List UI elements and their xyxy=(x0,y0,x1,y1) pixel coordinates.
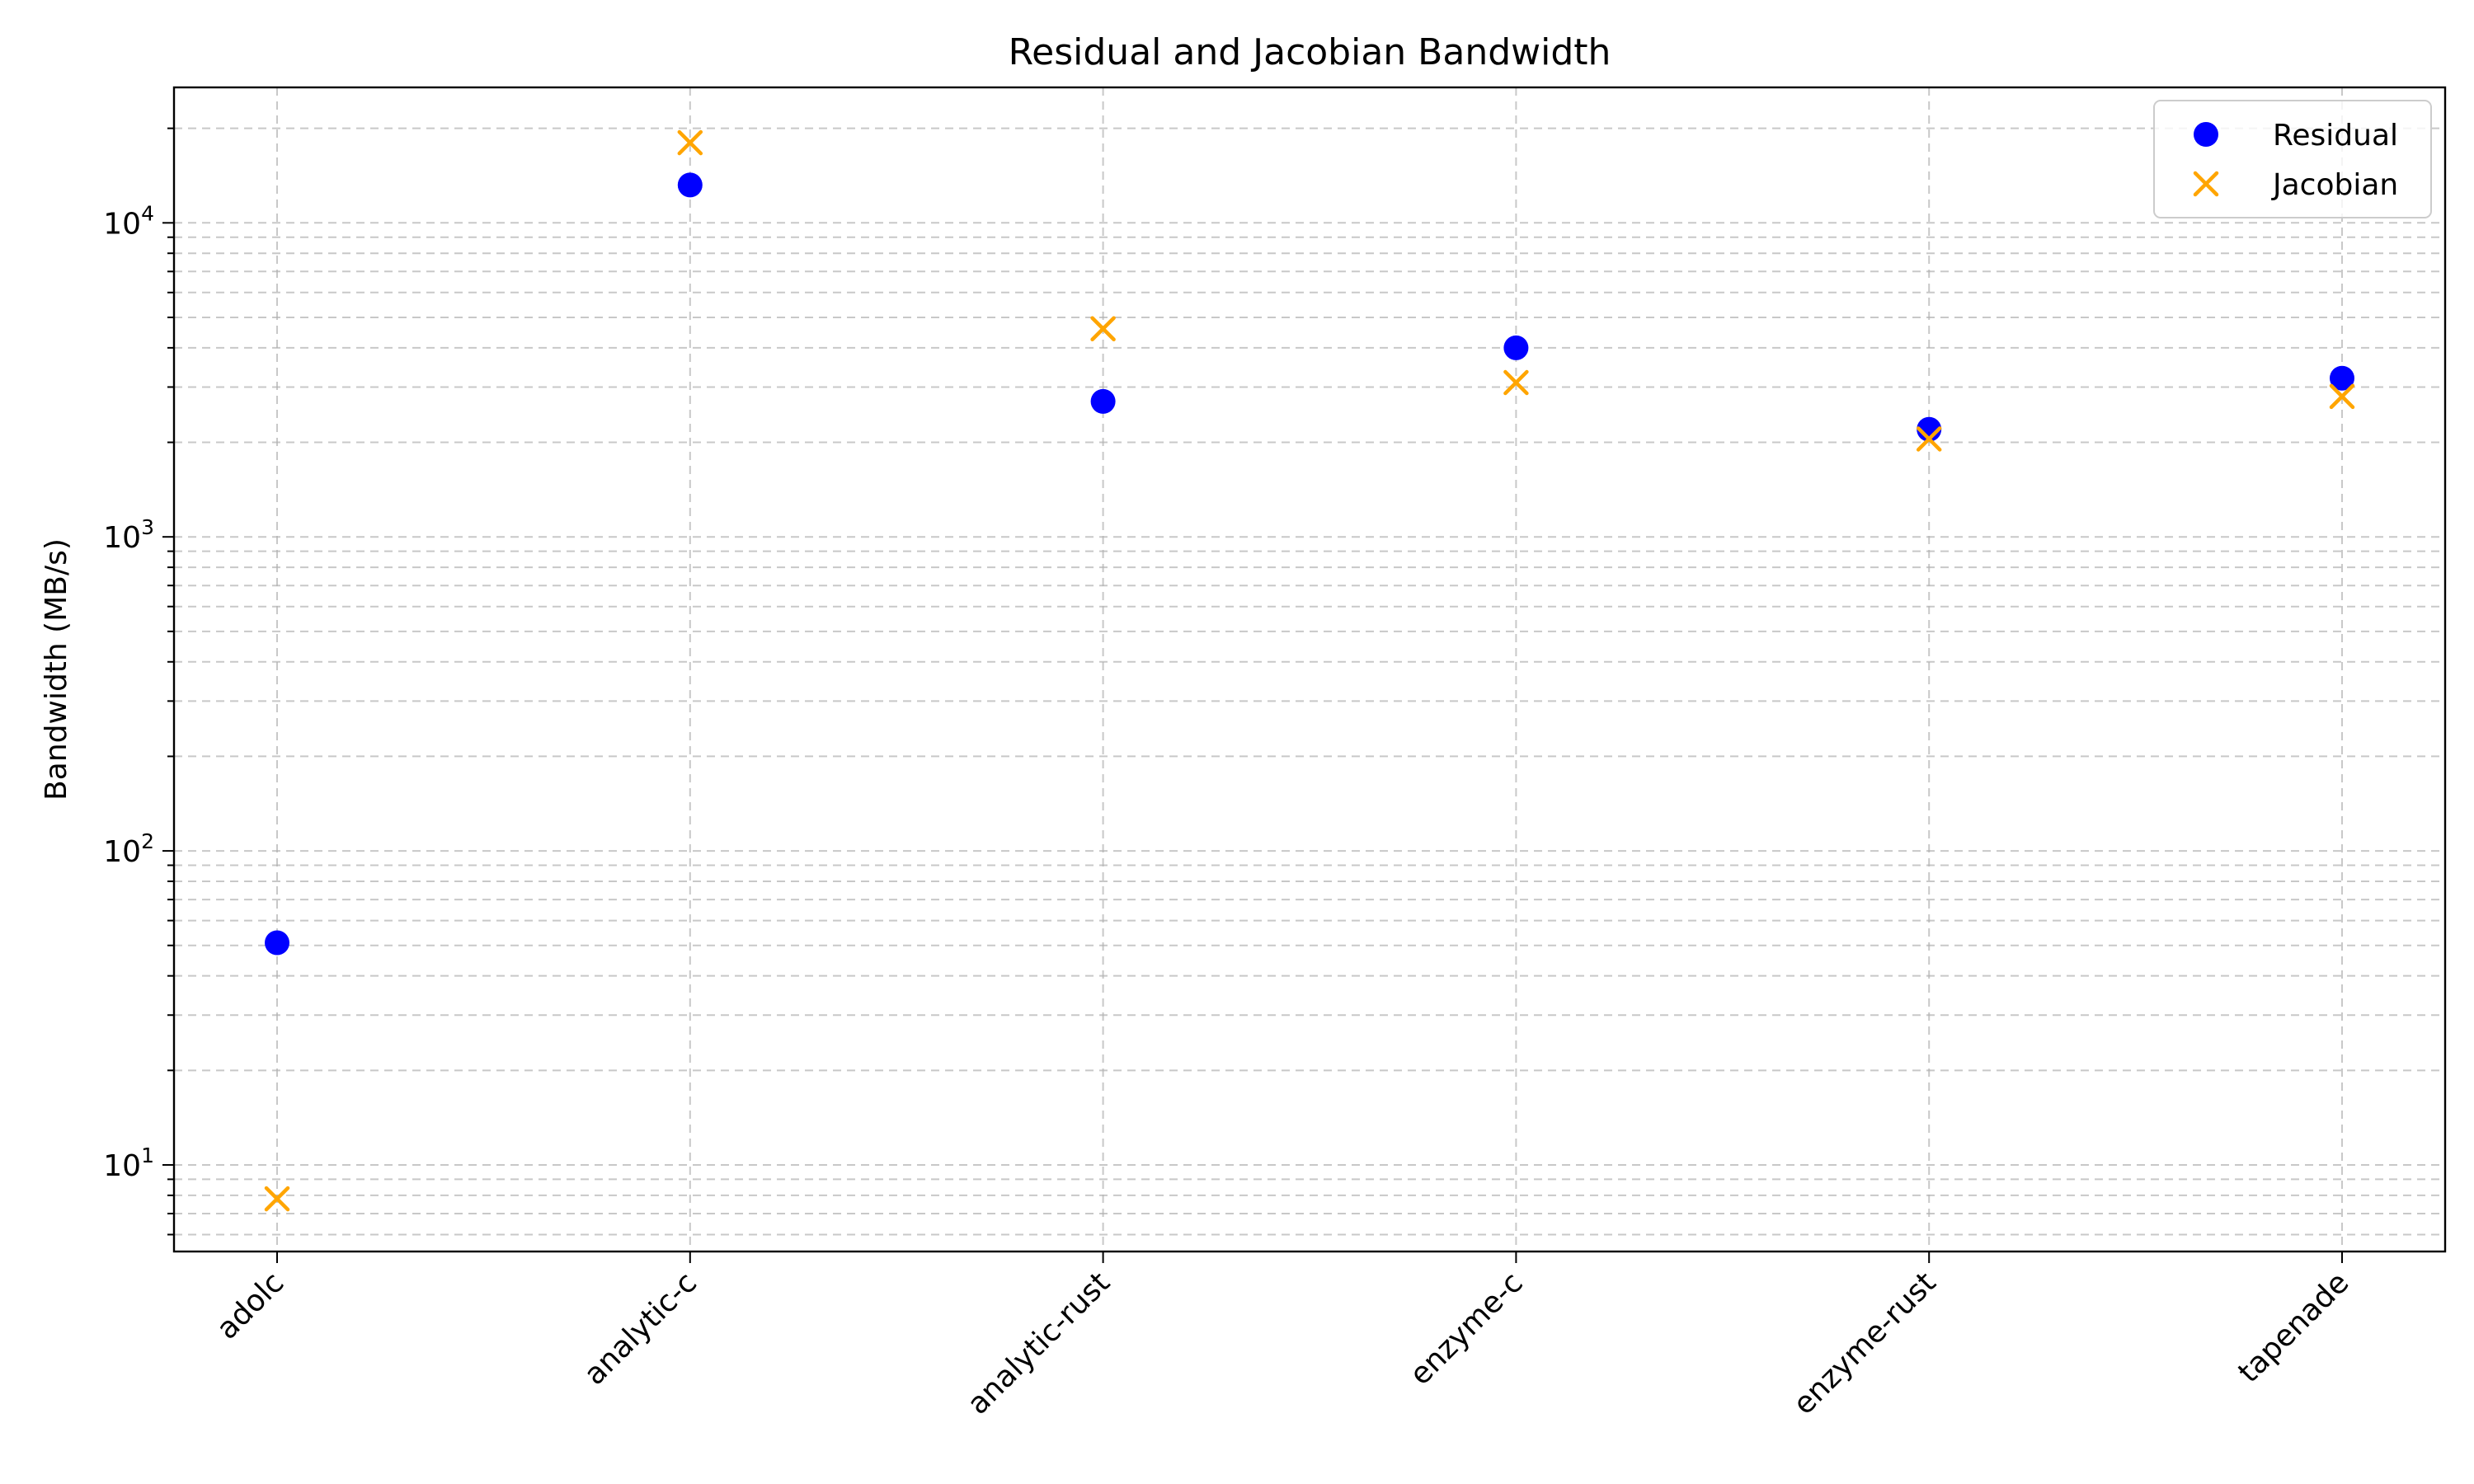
y-axis-label: Bandwidth (MB/s) xyxy=(40,538,73,801)
jacobian-point xyxy=(264,1186,290,1212)
residual-point xyxy=(265,930,289,956)
residual-point xyxy=(2330,365,2354,391)
residual-point xyxy=(1503,335,1529,360)
residual-point xyxy=(1917,416,1942,442)
jacobian-point xyxy=(1503,369,1529,396)
residual-point xyxy=(1090,388,1116,414)
x-tick-label: enzyme-c xyxy=(1404,1266,1530,1392)
legend-jacobian-marker xyxy=(2193,171,2219,197)
x-tick-label: tapenade xyxy=(2232,1266,2355,1389)
x-tick-label: adolc xyxy=(210,1266,290,1345)
y-tick-label: 101 xyxy=(103,1144,154,1183)
y-tick-label: 104 xyxy=(103,201,154,241)
x-tick-label: analytic-rust xyxy=(961,1266,1117,1421)
jacobian-point xyxy=(1916,426,1942,452)
y-tick-label: 103 xyxy=(103,515,154,555)
legend-residual-label: Residual xyxy=(2273,119,2398,153)
jacobian-point xyxy=(2329,383,2355,410)
jacobian-point xyxy=(677,129,703,156)
legend-jacobian-label: Jacobian xyxy=(2271,168,2398,202)
legend: Residual Jacobian xyxy=(2153,100,2432,218)
jacobian-point xyxy=(1090,316,1116,342)
chart-title: Residual and Jacobian Bandwidth xyxy=(1009,31,1611,73)
legend-frame xyxy=(2153,100,2432,218)
grid xyxy=(174,87,2445,1252)
y-tick-label: 102 xyxy=(103,829,154,869)
x-tick-label: analytic-c xyxy=(577,1266,703,1392)
data-points xyxy=(264,129,2355,1212)
legend-residual-marker xyxy=(2194,122,2218,147)
x-tick-label: enzyme-rust xyxy=(1787,1266,1943,1421)
x-axis: adolc analytic-c analytic-rust enzyme-c enzy… xyxy=(210,1252,2355,1421)
y-axis: 101 102 103 104 xyxy=(103,127,174,1236)
plot-frame xyxy=(172,86,2447,1253)
residual-point xyxy=(677,172,703,198)
